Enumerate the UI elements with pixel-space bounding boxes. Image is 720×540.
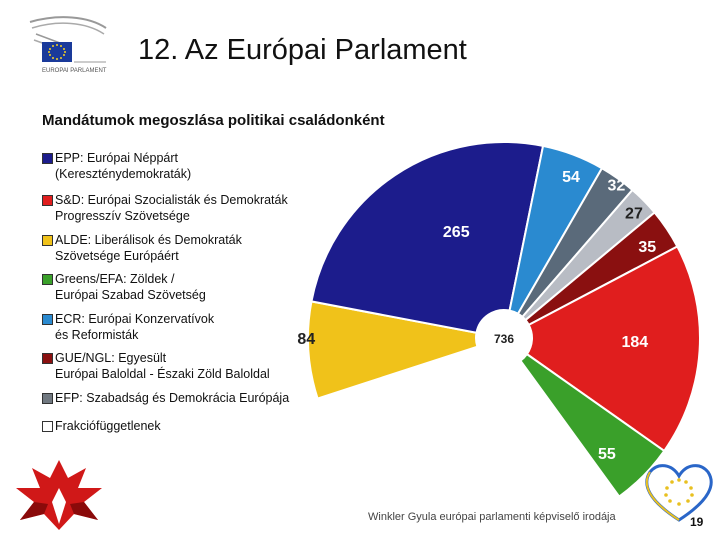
slice-value-label: 32 xyxy=(607,177,625,194)
page-title: 12. Az Európai Parlament xyxy=(138,34,467,66)
chart-subtitle: Mandátumok megoszlása politikai családon… xyxy=(42,112,385,129)
red-flame-logo xyxy=(16,460,102,530)
legend-swatch xyxy=(42,421,53,432)
european-parliament-logo: EUROPAI PARLAMENT xyxy=(29,16,107,74)
slice-value-label: 55 xyxy=(598,446,616,463)
pie-slice xyxy=(525,245,701,453)
slice-value-label: 27 xyxy=(625,205,643,222)
legend-swatch xyxy=(42,274,53,285)
heart-stars-logo xyxy=(645,464,713,522)
page-number: 19 xyxy=(690,515,704,529)
slice-value-label: 35 xyxy=(638,239,656,256)
legend-swatch xyxy=(42,153,53,164)
logo-caption: EUROPAI PARLAMENT xyxy=(42,68,107,74)
legend-swatch xyxy=(42,235,53,246)
legend-swatch xyxy=(42,314,53,325)
legend-swatch xyxy=(42,195,53,206)
slice-value-label: 184 xyxy=(621,334,648,351)
legend-swatch xyxy=(42,353,53,364)
slice-value-label: 265 xyxy=(443,224,470,241)
pie-slice xyxy=(310,141,545,334)
total-seats-label: 736 xyxy=(494,332,514,346)
footer-note: Winkler Gyula európai parlamenti képvise… xyxy=(368,511,616,523)
slice-value-label: 84 xyxy=(297,331,315,348)
pie-slice xyxy=(519,352,666,498)
slice-value-label: 54 xyxy=(562,169,580,186)
legend-swatch xyxy=(42,393,53,404)
